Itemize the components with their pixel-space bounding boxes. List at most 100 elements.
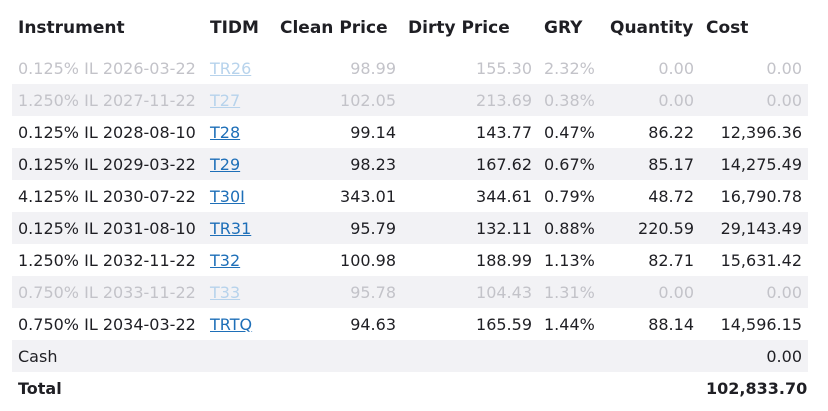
cash-label: Cash [12, 340, 204, 372]
total-row: Total 102,833.70 [12, 372, 808, 404]
table-row: 0.125% IL 2028-08-10 T28 99.14 143.77 0.47% 8… [12, 116, 808, 148]
header-instrument: Instrument [18, 18, 125, 38]
cash-row: Cash 0.00 [12, 340, 808, 372]
cash-cost: 0.00 [700, 340, 808, 372]
cell-dirty-price: 188.99 [476, 250, 532, 270]
cell-gry: 0.38% [538, 84, 604, 116]
tidm-link[interactable]: T33 [210, 282, 241, 302]
cell-tidm: T28 [204, 116, 274, 148]
spacer-cell [12, 44, 808, 52]
table-row: 1.250% IL 2032-11-22 T32 100.98 188.99 1.13%… [12, 244, 808, 276]
cell-clean-price: 343.01 [340, 186, 396, 206]
cell-tidm: TRTQ [204, 308, 274, 340]
cell-instrument: 4.125% IL 2030-07-22 [18, 186, 196, 206]
cell-quantity: 0.00 [604, 276, 700, 308]
cell-tidm: T32 [204, 244, 274, 276]
total-empty-cell [204, 372, 274, 404]
holdings-table: Instrument TIDM Clean Price Dirty Price … [12, 12, 808, 404]
cell-clean-price: 99.14 [350, 122, 396, 142]
cell-cost: 0.00 [700, 84, 808, 116]
cell-dirty-price: 155.30 [476, 58, 532, 78]
cell-quantity: 88.14 [648, 314, 694, 334]
header-clean-price: Clean Price [280, 18, 388, 38]
cell-quantity: 0.00 [604, 84, 700, 116]
cell-clean-price: 98.99 [350, 58, 396, 78]
cell-gry: 0.79% [544, 186, 595, 206]
cell-cost: 16,790.78 [720, 186, 802, 206]
cell-instrument: 0.125% IL 2028-08-10 [18, 122, 196, 142]
cell-quantity: 0.00 [658, 58, 694, 78]
cell-gry: 1.31% [538, 276, 604, 308]
cell-dirty-price: 143.77 [476, 122, 532, 142]
cell-dirty-price: 104.43 [402, 276, 538, 308]
cell-clean-price: 98.23 [274, 148, 402, 180]
cash-empty-cell [402, 340, 538, 372]
cell-quantity: 86.22 [648, 122, 694, 142]
tidm-link[interactable]: T27 [210, 90, 241, 110]
header-spacer [12, 44, 808, 52]
cell-instrument: 1.250% IL 2027-11-22 [12, 84, 204, 116]
cell-dirty-price: 344.61 [476, 186, 532, 206]
header-quantity: Quantity [610, 18, 694, 38]
cell-gry: 1.44% [544, 314, 595, 334]
cell-gry: 0.47% [544, 122, 595, 142]
table-row: 1.250% IL 2027-11-22 T27 102.05 213.69 0.38%… [12, 84, 808, 116]
cell-gry: 0.67% [538, 148, 604, 180]
tidm-link[interactable]: T28 [210, 122, 241, 142]
cell-tidm: T30I [204, 180, 274, 212]
cell-dirty-price: 165.59 [476, 314, 532, 334]
cash-empty-cell [604, 340, 700, 372]
cash-empty-cell [538, 340, 604, 372]
tidm-link[interactable]: TRTQ [210, 314, 253, 334]
header-dirty-price: Dirty Price [408, 18, 510, 38]
total-cost: 102,833.70 [706, 378, 808, 398]
cell-instrument: 0.125% IL 2029-03-22 [12, 148, 204, 180]
tidm-link[interactable]: T30I [210, 186, 245, 206]
cell-clean-price: 100.98 [340, 250, 396, 270]
cell-quantity: 48.72 [648, 186, 694, 206]
cell-cost: 15,631.42 [720, 250, 802, 270]
cell-cost: 0.00 [766, 58, 802, 78]
cell-instrument: 0.125% IL 2026-03-22 [18, 58, 196, 78]
table-row: 0.125% IL 2026-03-22 TR26 98.99 155.30 2.32%… [12, 52, 808, 84]
total-empty-cell [274, 372, 402, 404]
tidm-link[interactable]: T32 [210, 250, 241, 270]
cell-tidm: T29 [204, 148, 274, 180]
cell-quantity: 85.17 [604, 148, 700, 180]
cell-quantity: 220.59 [604, 212, 700, 244]
header-tidm: TIDM [210, 18, 259, 38]
tidm-link[interactable]: TR26 [210, 58, 252, 78]
header-cost: Cost [706, 18, 749, 38]
total-empty-cell [402, 372, 538, 404]
cash-empty-cell [204, 340, 274, 372]
cell-tidm: T27 [204, 84, 274, 116]
cell-cost: 0.00 [700, 276, 808, 308]
total-label: Total [18, 378, 62, 398]
cell-gry: 2.32% [544, 58, 595, 78]
cell-gry: 1.13% [544, 250, 595, 270]
table-row: 0.125% IL 2031-08-10 TR31 95.79 132.11 0.88%… [12, 212, 808, 244]
table-row: 4.125% IL 2030-07-22 T30I 343.01 344.61 0.79… [12, 180, 808, 212]
cell-dirty-price: 213.69 [402, 84, 538, 116]
cell-clean-price: 94.63 [350, 314, 396, 334]
cell-instrument: 0.750% IL 2034-03-22 [18, 314, 196, 334]
total-empty-cell [604, 372, 700, 404]
table-row: 0.125% IL 2029-03-22 T29 98.23 167.62 0.67% 8… [12, 148, 808, 180]
cell-cost: 29,143.49 [700, 212, 808, 244]
cell-clean-price: 95.79 [274, 212, 402, 244]
cell-clean-price: 102.05 [274, 84, 402, 116]
cell-tidm: TR26 [204, 52, 274, 84]
cell-clean-price: 95.78 [274, 276, 402, 308]
cell-tidm: T33 [204, 276, 274, 308]
cell-dirty-price: 132.11 [402, 212, 538, 244]
cell-instrument: 0.125% IL 2031-08-10 [12, 212, 204, 244]
cell-instrument: 1.250% IL 2032-11-22 [18, 250, 196, 270]
table-row: 0.750% IL 2033-11-22 T33 95.78 104.43 1.31% 0… [12, 276, 808, 308]
cell-cost: 14,275.49 [700, 148, 808, 180]
cash-empty-cell [274, 340, 402, 372]
tidm-link[interactable]: T29 [210, 154, 241, 174]
table-body: 0.125% IL 2026-03-22 TR26 98.99 155.30 2.32%… [12, 52, 808, 340]
cell-cost: 12,396.36 [720, 122, 802, 142]
tidm-link[interactable]: TR31 [210, 218, 252, 238]
cell-gry: 0.88% [538, 212, 604, 244]
